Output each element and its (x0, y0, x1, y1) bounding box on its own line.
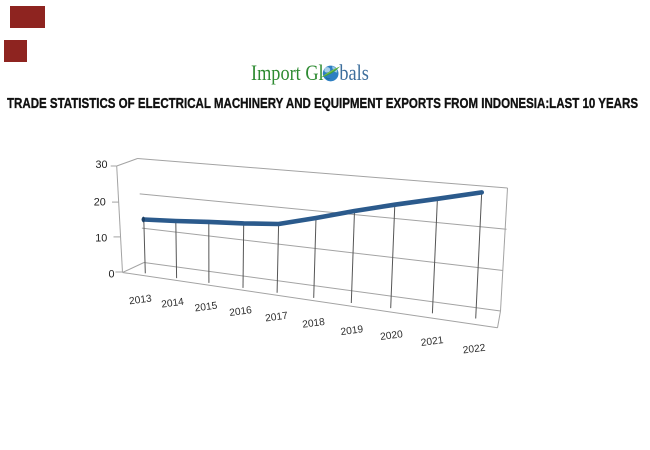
svg-text:2020: 2020 (380, 329, 404, 343)
svg-text:2015: 2015 (194, 301, 218, 315)
svg-text:2019: 2019 (340, 324, 364, 338)
svg-text:2022: 2022 (462, 343, 486, 357)
svg-text:2014: 2014 (161, 297, 185, 311)
svg-text:0: 0 (108, 268, 114, 280)
svg-text:2016: 2016 (229, 305, 253, 319)
svg-text:2018: 2018 (302, 317, 326, 331)
svg-text:20: 20 (94, 197, 106, 209)
svg-text:10: 10 (95, 232, 107, 244)
svg-text:2017: 2017 (265, 311, 289, 325)
svg-text:30: 30 (95, 159, 107, 171)
svg-text:2013: 2013 (128, 293, 152, 307)
svg-text:2021: 2021 (420, 335, 444, 349)
